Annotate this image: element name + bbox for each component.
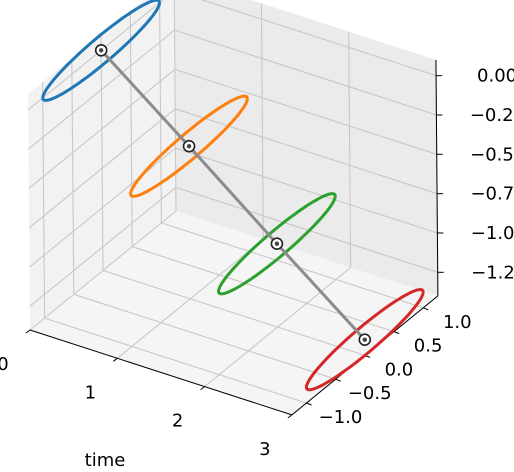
trajectory-marker-dot-3	[274, 241, 280, 246]
z-axis-line	[435, 59, 439, 296]
z-tick-label: −1.25	[471, 262, 514, 283]
axis-panes	[28, 0, 438, 415]
grid-line-y	[159, 0, 424, 309]
y-tick-mark	[335, 378, 341, 382]
grid-line-z	[29, 186, 438, 307]
trajectory-marker-dot-2	[186, 144, 192, 149]
x-axis-ticks: 0 1 2 3	[0, 329, 293, 460]
trajectory-marker-dot-4	[362, 337, 367, 342]
grid-line-z	[28, 68, 437, 189]
x-axis-line	[29, 329, 293, 416]
z-axis-ticks: 0.00 −0.25 −0.50 −0.75 −1.00 −1.25	[436, 66, 514, 283]
y-tick-mark	[423, 307, 429, 311]
y-tick-mark	[306, 402, 312, 406]
x-tick-label: 0	[0, 354, 9, 375]
grid-line-z	[28, 108, 438, 229]
trajectory-line	[100, 49, 366, 341]
grid-lines	[27, 0, 439, 416]
y-tick-label: −1.0	[319, 407, 363, 428]
z-tick-label: −1.00	[471, 223, 514, 244]
grid-line-y	[100, 34, 366, 356]
series-curve-4	[304, 288, 425, 392]
y-tick-label: 0.5	[414, 336, 443, 357]
y-axis-ticks: −1.0 −0.5 0.00.51.0	[306, 307, 472, 428]
pane-back-right	[174, 0, 438, 296]
trajectory-marker-dot-1	[98, 48, 104, 53]
y-tick-label: 0.0	[385, 359, 414, 380]
z-tick-label: −0.25	[470, 105, 514, 126]
x-tick-mark	[113, 357, 118, 362]
trajectory	[94, 43, 372, 346]
grid-line-z	[28, 29, 437, 150]
z-tick-label: −0.75	[470, 184, 514, 205]
grid-line-y	[129, 10, 395, 333]
x-axis-label: time	[85, 450, 126, 471]
x-tick-mark	[25, 329, 31, 334]
x-tick-label: 1	[85, 382, 96, 403]
series-curve-1	[41, 0, 162, 102]
grid-line-z	[29, 147, 438, 268]
series-curves	[41, 0, 425, 392]
z-tick-label: −0.50	[470, 144, 514, 165]
y-tick-label: 1.0	[443, 312, 472, 333]
grid-line-z	[27, 0, 437, 111]
grid-line-y	[42, 82, 307, 404]
grid-line-x	[29, 0, 177, 331]
y-tick-label: −0.5	[348, 383, 392, 404]
series-curve-2	[129, 94, 249, 198]
x-tick-label: 3	[259, 439, 270, 460]
grid-line-x	[204, 31, 352, 388]
x-tick-mark	[200, 386, 205, 391]
y-tick-mark	[393, 331, 400, 335]
grid-line-y	[71, 58, 336, 380]
x-tick-mark	[287, 414, 293, 419]
series-curve-3	[217, 192, 337, 296]
x-tick-label: 2	[172, 411, 183, 432]
z-tick-label: 0.00	[477, 66, 514, 87]
